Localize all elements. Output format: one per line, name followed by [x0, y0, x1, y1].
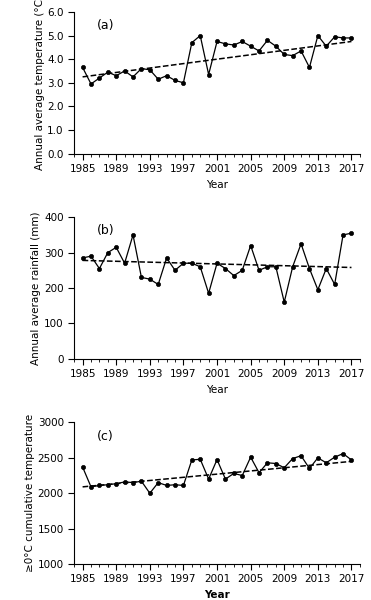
Text: (a): (a): [97, 19, 115, 32]
Text: (c): (c): [97, 430, 114, 443]
Y-axis label: Annual average rainfall (mm): Annual average rainfall (mm): [32, 211, 42, 365]
X-axis label: Year: Year: [206, 385, 228, 395]
Text: (b): (b): [97, 224, 115, 238]
Y-axis label: ≥0°C cumulative temperature: ≥0°C cumulative temperature: [25, 414, 35, 572]
Y-axis label: Annual average temperature (°C): Annual average temperature (°C): [35, 0, 45, 170]
X-axis label: Year: Year: [204, 590, 230, 600]
X-axis label: Year: Year: [206, 179, 228, 190]
